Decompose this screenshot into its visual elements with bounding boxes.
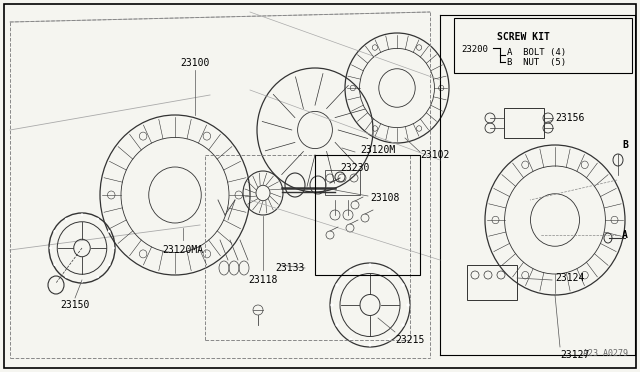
Ellipse shape [65,218,68,221]
Text: 23108: 23108 [370,193,399,203]
Text: 23215: 23215 [395,335,424,345]
Text: B  NUT  (5): B NUT (5) [507,58,566,67]
Text: 23156: 23156 [555,113,584,123]
Text: A: A [622,230,628,240]
Bar [315,155,420,275]
Ellipse shape [65,275,68,278]
Ellipse shape [81,214,83,216]
Text: 23118: 23118 [248,275,278,285]
Ellipse shape [330,303,333,307]
Ellipse shape [112,247,115,249]
Text: 23200: 23200 [461,45,488,54]
Ellipse shape [349,338,353,341]
Ellipse shape [335,323,339,327]
Ellipse shape [54,230,56,233]
Ellipse shape [369,263,372,267]
Ellipse shape [369,343,372,347]
Ellipse shape [387,269,390,272]
Text: 23100: 23100 [180,58,210,68]
Ellipse shape [335,283,339,287]
Ellipse shape [49,247,52,249]
Bar [454,18,632,73]
Ellipse shape [108,263,111,266]
Ellipse shape [401,323,404,327]
Text: SCREW KIT: SCREW KIT [497,32,550,42]
Ellipse shape [81,280,83,283]
Text: 23127: 23127 [560,350,589,360]
Ellipse shape [401,283,404,287]
Ellipse shape [108,230,111,233]
Bar [504,108,544,138]
Text: 23230: 23230 [340,163,370,173]
Ellipse shape [349,269,353,272]
Text: 23120M: 23120M [360,145,396,155]
Ellipse shape [54,263,56,266]
Text: 23150: 23150 [60,300,90,310]
Text: 23133: 23133 [276,263,305,273]
Text: B: B [622,140,628,150]
Text: A  BOLT (4): A BOLT (4) [507,48,566,57]
Text: 23120MA: 23120MA [163,245,204,255]
Bar [467,265,517,300]
Ellipse shape [97,218,99,221]
Ellipse shape [406,303,410,307]
Text: 23102: 23102 [420,150,449,160]
Text: 23124: 23124 [555,273,584,283]
Ellipse shape [387,338,390,341]
Bar [325,170,360,195]
Ellipse shape [97,275,99,278]
Text: A23 A0279: A23 A0279 [583,349,628,358]
